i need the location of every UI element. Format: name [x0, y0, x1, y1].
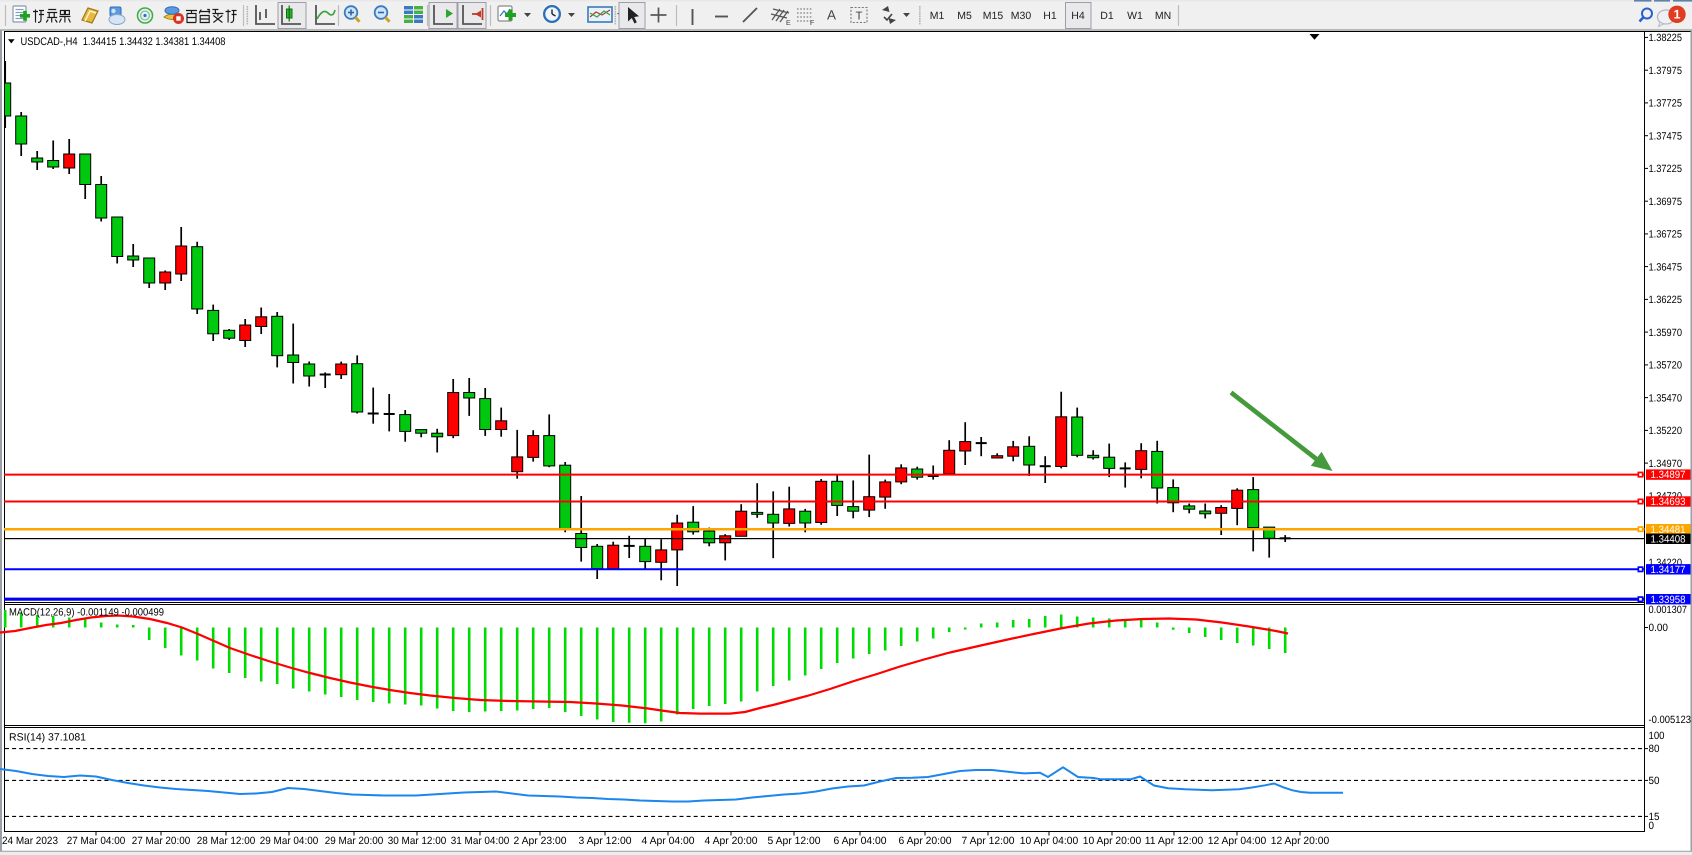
svg-text:1.38225: 1.38225 — [1649, 32, 1683, 44]
svg-text:4 Apr 04:00: 4 Apr 04:00 — [642, 835, 695, 847]
svg-text:M15: M15 — [983, 10, 1004, 22]
svg-text:29 Mar 20:00: 29 Mar 20:00 — [325, 835, 384, 847]
svg-text:1.34408: 1.34408 — [1651, 534, 1686, 546]
svg-text:12 Apr 04:00: 12 Apr 04:00 — [1208, 835, 1267, 847]
svg-text:1.35970: 1.35970 — [1649, 327, 1683, 339]
svg-text:3 Apr 12:00: 3 Apr 12:00 — [579, 835, 632, 847]
svg-text:1.34970: 1.34970 — [1649, 458, 1683, 470]
svg-text:12 Apr 20:00: 12 Apr 20:00 — [1271, 835, 1330, 847]
svg-text:W1: W1 — [1127, 10, 1143, 22]
svg-text:1.33958: 1.33958 — [1651, 594, 1686, 606]
svg-text:1: 1 — [1674, 8, 1681, 22]
svg-text:H1: H1 — [1043, 10, 1057, 22]
svg-text:1.34177: 1.34177 — [1651, 564, 1686, 576]
svg-text:0.001307: 0.001307 — [1649, 604, 1688, 616]
svg-text:10 Apr 04:00: 10 Apr 04:00 — [1020, 835, 1079, 847]
svg-text:A: A — [827, 8, 836, 23]
svg-text:H4: H4 — [1071, 10, 1085, 22]
svg-text:10 Apr 20:00: 10 Apr 20:00 — [1083, 835, 1142, 847]
svg-text:1.37475: 1.37475 — [1649, 130, 1683, 142]
svg-text:1.36725: 1.36725 — [1649, 229, 1683, 241]
svg-text:100: 100 — [1649, 730, 1665, 742]
svg-text:15: 15 — [1649, 811, 1660, 823]
svg-text:31 Mar 04:00: 31 Mar 04:00 — [451, 835, 510, 847]
svg-text:-0.005123: -0.005123 — [1649, 714, 1692, 726]
svg-text:F: F — [810, 20, 814, 27]
svg-text:27 Mar 20:00: 27 Mar 20:00 — [132, 835, 191, 847]
svg-text:1.34693: 1.34693 — [1651, 496, 1686, 508]
svg-text:0.00: 0.00 — [1649, 622, 1669, 634]
svg-text:M1: M1 — [930, 10, 945, 22]
svg-text:E: E — [786, 20, 791, 27]
svg-text:5 Apr 12:00: 5 Apr 12:00 — [768, 835, 821, 847]
svg-text:28 Mar 12:00: 28 Mar 12:00 — [197, 835, 256, 847]
svg-text:D1: D1 — [1100, 10, 1114, 22]
svg-text:MACD(12,26,9) -0.001149 -0.000: MACD(12,26,9) -0.001149 -0.000499 — [9, 607, 164, 619]
svg-text:1.37225: 1.37225 — [1649, 163, 1683, 175]
svg-text:29 Mar 04:00: 29 Mar 04:00 — [260, 835, 319, 847]
svg-text:27 Mar 04:00: 27 Mar 04:00 — [67, 835, 126, 847]
svg-text:2 Apr 23:00: 2 Apr 23:00 — [514, 835, 567, 847]
svg-text:6 Apr 04:00: 6 Apr 04:00 — [834, 835, 887, 847]
svg-text:24 Mar 2023: 24 Mar 2023 — [2, 835, 58, 847]
svg-text:30 Mar 12:00: 30 Mar 12:00 — [388, 835, 447, 847]
svg-text:1.37725: 1.37725 — [1649, 98, 1683, 110]
svg-text:50: 50 — [1649, 775, 1660, 787]
svg-text:4 Apr 20:00: 4 Apr 20:00 — [705, 835, 758, 847]
svg-text:1.36475: 1.36475 — [1649, 261, 1683, 273]
svg-text:1.37975: 1.37975 — [1649, 65, 1683, 77]
svg-text:80: 80 — [1649, 743, 1660, 755]
svg-text:M5: M5 — [957, 10, 972, 22]
svg-text:1.36225: 1.36225 — [1649, 294, 1683, 306]
svg-text:1.35720: 1.35720 — [1649, 360, 1683, 372]
svg-text:11 Apr 12:00: 11 Apr 12:00 — [1145, 835, 1204, 847]
svg-text:M30: M30 — [1011, 10, 1032, 22]
svg-text:0: 0 — [1649, 820, 1655, 832]
svg-text:USDCAD-,H4 1.34415 1.34432 1.: USDCAD-,H4 1.34415 1.34432 1.34381 1.344… — [21, 36, 226, 48]
svg-text:6 Apr 20:00: 6 Apr 20:00 — [899, 835, 952, 847]
svg-text:1.35220: 1.35220 — [1649, 425, 1683, 437]
svg-text:T: T — [856, 11, 863, 23]
svg-text:RSI(14) 37.1081: RSI(14) 37.1081 — [9, 732, 86, 744]
svg-text:1.36975: 1.36975 — [1649, 196, 1683, 208]
svg-text:1.34897: 1.34897 — [1651, 469, 1686, 481]
svg-text:1.34481: 1.34481 — [1651, 524, 1686, 536]
svg-text:1.35470: 1.35470 — [1649, 392, 1683, 404]
svg-text:7 Apr 12:00: 7 Apr 12:00 — [962, 835, 1015, 847]
svg-text:MN: MN — [1155, 10, 1171, 22]
